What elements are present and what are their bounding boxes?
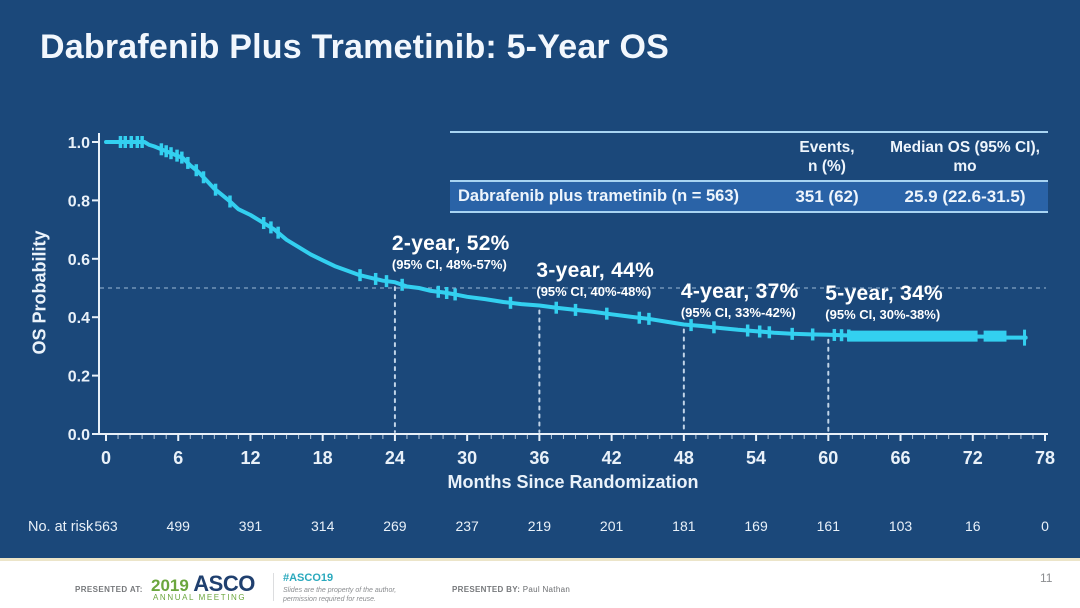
- x-tick-label: 42: [602, 448, 622, 468]
- y-tick-label: 0.0: [68, 427, 90, 444]
- y-tick-label: 0.2: [68, 369, 90, 386]
- y-tick-label: 0.6: [68, 252, 90, 269]
- hashtag: #ASCO19: [283, 572, 334, 584]
- landmark-annotation-36mo: 3-year, 44% (95% CI, 40%-48%): [536, 259, 654, 299]
- footer-divider: [273, 573, 274, 601]
- x-tick-label: 78: [1035, 448, 1055, 468]
- y-tick-label: 0.4: [68, 310, 90, 327]
- at-risk-count-6: 499: [167, 518, 191, 534]
- at-risk-row-label: No. at risk: [28, 519, 94, 535]
- at-risk-count-42: 201: [600, 518, 624, 534]
- landmark-value-label: 5-year, 34%: [825, 282, 944, 305]
- landmark-annotation-48mo: 4-year, 37% (95% CI, 33%-42%): [681, 280, 799, 320]
- y-tick-label: 1.0: [68, 135, 90, 152]
- x-tick-label: 66: [891, 448, 911, 468]
- x-tick-label: 30: [457, 448, 477, 468]
- at-risk-count-48: 181: [672, 518, 696, 534]
- x-tick-label: 0: [101, 448, 111, 468]
- presented-by-label: PRESENTED BY:: [452, 585, 521, 594]
- treatment-arm-label: Dabrafenib plus trametinib (n = 563): [458, 187, 740, 205]
- at-risk-count-18: 314: [311, 518, 335, 534]
- asco-logo-meeting-name: ANNUAL MEETING: [153, 593, 247, 602]
- landmark-ci-label: (95% CI, 33%-42%): [680, 305, 796, 320]
- at-risk-count-78: 0: [1041, 518, 1049, 534]
- median-os-column-header: Median OS (95% CI), mo: [890, 139, 1040, 175]
- x-tick-label: 6: [173, 448, 183, 468]
- at-risk-count-0: 563: [94, 518, 118, 534]
- presenter-name: Paul Nathan: [522, 585, 571, 594]
- at-risk-count-54: 169: [744, 518, 768, 534]
- presented-at-label: PRESENTED AT:: [75, 585, 143, 594]
- asco-logo: 2019 ASCO: [151, 571, 255, 597]
- at-risk-count-12: 391: [239, 518, 263, 534]
- slide-footer: PRESENTED AT: 2019 ASCO ANNUAL MEETING #…: [0, 558, 1080, 608]
- asco-logo-org: ASCO: [193, 571, 255, 596]
- landmark-ci-label: (95% CI, 40%-48%): [536, 284, 652, 299]
- asco-logo-year: 2019: [151, 576, 189, 595]
- y-tick-label: 0.8: [68, 193, 90, 210]
- landmark-ci-label: (95% CI, 48%-57%): [391, 257, 507, 272]
- at-risk-count-36: 219: [528, 518, 552, 534]
- x-axis-title: Months Since Randomization: [447, 472, 699, 492]
- median-os-value: 25.9 (22.6-31.5): [904, 186, 1026, 206]
- os-summary-table: Events, n (%) Median OS (95% CI), mo Dab…: [450, 131, 1048, 213]
- landmark-annotation-24mo: 2-year, 52% (95% CI, 48%-57%): [392, 232, 510, 272]
- landmark-value-label: 2-year, 52%: [391, 232, 510, 255]
- at-risk-count-24: 269: [383, 518, 407, 534]
- presented-by: PRESENTED BY: Paul Nathan: [452, 585, 570, 594]
- at-risk-count-66: 103: [889, 518, 913, 534]
- landmark-annotation-60mo: 5-year, 34% (95% CI, 30%-38%): [825, 282, 943, 322]
- x-tick-label: 54: [746, 448, 766, 468]
- summary-table-header-row: Events, n (%) Median OS (95% CI), mo: [450, 133, 1048, 180]
- y-axis-title: OS Probability: [29, 230, 50, 355]
- at-risk-count-30: 237: [455, 518, 479, 534]
- x-tick-label: 36: [529, 448, 549, 468]
- events-column-header: Events, n (%): [799, 139, 855, 175]
- slide-title: Dabrafenib Plus Trametinib: 5-Year OS: [40, 28, 670, 66]
- landmark-value-label: 3-year, 44%: [536, 259, 655, 282]
- x-tick-label: 12: [240, 448, 260, 468]
- x-tick-label: 72: [963, 448, 983, 468]
- events-value: 351 (62): [795, 186, 859, 206]
- at-risk-count-72: 16: [965, 518, 981, 534]
- x-tick-label: 48: [674, 448, 694, 468]
- landmark-ci-label: (95% CI, 30%-38%): [825, 307, 941, 322]
- x-tick-label: 24: [385, 448, 405, 468]
- summary-table-data-row: Dabrafenib plus trametinib (n = 563) 351…: [450, 180, 1048, 213]
- x-tick-label: 60: [818, 448, 838, 468]
- landmark-value-label: 4-year, 37%: [680, 280, 799, 303]
- x-tick-label: 18: [313, 448, 333, 468]
- reuse-disclaimer: Slides are the property of the author, p…: [283, 587, 397, 603]
- at-risk-count-60: 161: [817, 518, 841, 534]
- page-number: 11: [1040, 571, 1053, 585]
